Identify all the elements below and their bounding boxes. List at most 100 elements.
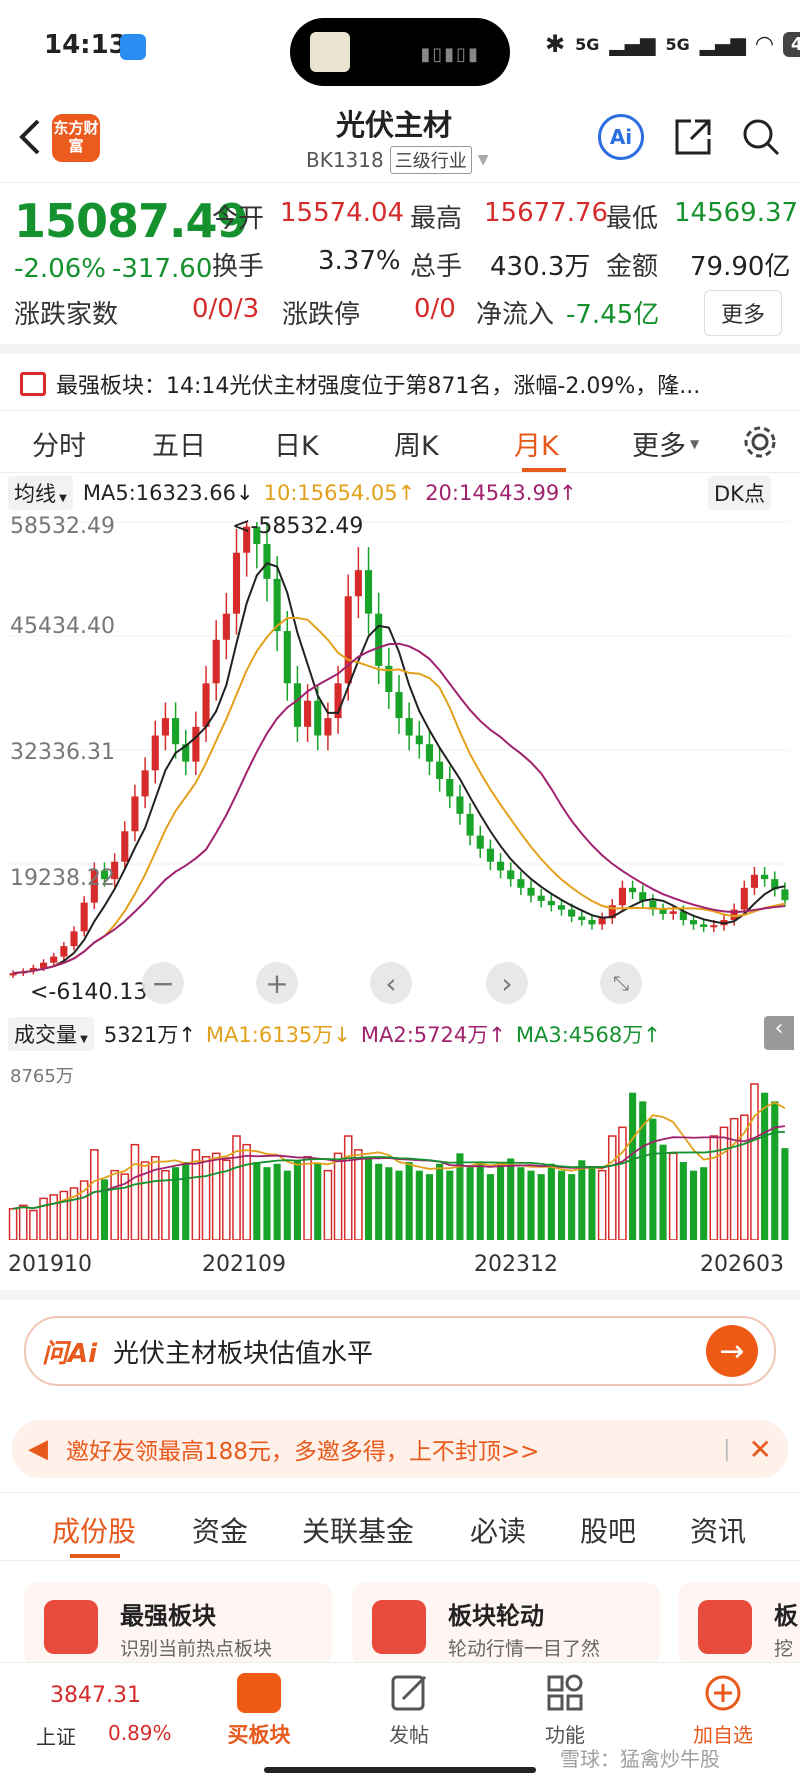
location-icon bbox=[120, 34, 146, 60]
card-sector-rotation[interactable]: 板块轮动 轮动行情一目了然 bbox=[352, 1582, 660, 1666]
tab-related-funds[interactable]: 关联基金 bbox=[302, 1515, 415, 1548]
volume-bar bbox=[232, 1135, 241, 1240]
invite-banner[interactable]: ◀ 邀好友领最高188元，多邀多得，上不封顶>> | ✕ bbox=[12, 1420, 788, 1478]
volume-bar bbox=[425, 1174, 434, 1240]
candlestick-chart[interactable] bbox=[8, 512, 790, 1008]
edit-icon bbox=[391, 1675, 427, 1711]
volume-bar bbox=[466, 1167, 474, 1240]
tab-forum[interactable]: 股吧 bbox=[580, 1515, 637, 1548]
ai-button[interactable]: Ai bbox=[596, 112, 646, 162]
scroll-right-button[interactable]: › bbox=[486, 962, 528, 1004]
nav-add-watchlist[interactable]: 加自选 bbox=[678, 1673, 768, 1748]
search-button[interactable] bbox=[736, 112, 786, 162]
watermark: 雪球：猛禽炒牛股 bbox=[560, 1747, 720, 1771]
bluetooth-icon: ✱ bbox=[545, 30, 566, 58]
tab-monthly-k[interactable]: 月K bbox=[514, 431, 559, 462]
tab-more-label: 更多 bbox=[632, 431, 686, 462]
tab-daily-k[interactable]: 日K bbox=[274, 431, 319, 462]
nav-functions[interactable]: 功能 bbox=[520, 1673, 610, 1748]
volume-bar bbox=[568, 1174, 576, 1240]
candle bbox=[497, 861, 505, 871]
tab-constituents[interactable]: 成份股 bbox=[52, 1515, 137, 1548]
notice-bar[interactable]: 最强板块：14:14光伏主材强度位于第871名，涨幅-2.09%，隆... bbox=[20, 356, 790, 412]
candle bbox=[639, 892, 647, 901]
turnover-label: 换手 bbox=[212, 252, 265, 282]
volume-bar bbox=[150, 1156, 160, 1240]
inflow-value: -7.45亿 bbox=[566, 300, 660, 330]
volume-bar bbox=[649, 1118, 657, 1240]
volume-bar bbox=[607, 1135, 617, 1240]
index-value: 3847.31 bbox=[50, 1683, 141, 1708]
index-quote[interactable]: 3847.31 上证 0.89% bbox=[36, 1677, 196, 1767]
scroll-left-button[interactable]: ‹ bbox=[370, 962, 412, 1004]
indicator-type-select[interactable]: 均线 ▼ bbox=[8, 476, 73, 510]
candle bbox=[283, 631, 291, 684]
candle bbox=[537, 895, 545, 901]
volume-bar bbox=[486, 1174, 494, 1240]
more-quote-button[interactable]: 更多 bbox=[704, 290, 783, 336]
volume-bar bbox=[18, 1204, 28, 1240]
tab-must-read[interactable]: 必读 bbox=[470, 1515, 527, 1548]
signal-icon: ▂▄▆ bbox=[609, 32, 656, 56]
buy-sector-icon bbox=[237, 1673, 281, 1713]
candle bbox=[141, 770, 149, 797]
dynamic-island: ▮▯▮▯▮ bbox=[290, 18, 510, 86]
close-icon[interactable]: ✕ bbox=[748, 1432, 772, 1466]
tab-news[interactable]: 资讯 bbox=[690, 1515, 747, 1548]
collapse-panel-button[interactable]: ‹ bbox=[764, 1016, 794, 1050]
megaphone-icon: ◀ bbox=[28, 1434, 48, 1464]
candle bbox=[557, 905, 566, 910]
tab-five-day[interactable]: 五日 bbox=[152, 431, 206, 462]
back-button[interactable] bbox=[6, 112, 56, 162]
inflow-label: 净流入 bbox=[476, 300, 555, 330]
layers-icon bbox=[698, 1600, 752, 1654]
sector-meta[interactable]: BK1318 三级行业 ▼ bbox=[306, 146, 489, 174]
nav-post[interactable]: 发帖 bbox=[364, 1673, 454, 1748]
card-strongest-sector[interactable]: 最强板块 识别当前热点板块 bbox=[24, 1582, 332, 1666]
candle bbox=[446, 779, 454, 797]
candle bbox=[395, 692, 403, 719]
zoom-in-button[interactable]: + bbox=[256, 962, 298, 1004]
volume-type-select[interactable]: 成交量 ▼ bbox=[8, 1017, 94, 1051]
candle bbox=[243, 526, 251, 553]
volume-bar bbox=[588, 1167, 596, 1240]
candle bbox=[547, 900, 555, 906]
tab-weekly-k[interactable]: 周K bbox=[394, 431, 439, 462]
card-partial[interactable]: 板 挖 bbox=[678, 1582, 800, 1666]
share-button[interactable] bbox=[668, 112, 718, 162]
volume-bar bbox=[182, 1162, 190, 1240]
ask-ai-box[interactable]: 问Ai 光伏主材板块估值水平 → bbox=[24, 1316, 776, 1386]
grid-icon bbox=[547, 1674, 583, 1711]
y-tick-1: 58532.49 bbox=[10, 514, 115, 539]
candle bbox=[466, 813, 474, 836]
candle bbox=[598, 918, 606, 925]
max-price-marker: <-58532.49 bbox=[232, 514, 364, 539]
dk-label: DK点 bbox=[714, 482, 765, 506]
tab-more[interactable]: 更多 ▼ bbox=[632, 424, 699, 463]
candle bbox=[415, 735, 423, 745]
candle bbox=[700, 924, 708, 927]
volume-bar bbox=[79, 1180, 89, 1240]
top-nav: 东方财富 光伏主材 BK1318 三级行业 ▼ Ai bbox=[0, 100, 800, 180]
candle bbox=[232, 552, 241, 614]
volume-bar bbox=[436, 1163, 444, 1240]
arrow-right-icon[interactable]: → bbox=[706, 1325, 758, 1377]
tab-funds[interactable]: 资金 bbox=[192, 1515, 249, 1548]
amount-value: 79.90亿 bbox=[690, 252, 791, 282]
nav-buy-sector[interactable]: 买板块 bbox=[214, 1673, 304, 1749]
dk-point-button[interactable]: DK点 bbox=[708, 476, 771, 510]
candle bbox=[405, 718, 413, 736]
nav-label: 买板块 bbox=[227, 1723, 291, 1747]
tab-intraday[interactable]: 分时 bbox=[32, 431, 86, 462]
volume-bar bbox=[719, 1126, 729, 1240]
volume-bar bbox=[90, 1149, 99, 1240]
minus-icon: − bbox=[151, 966, 175, 1000]
volume-bar bbox=[29, 1209, 38, 1240]
zoom-out-button[interactable]: − bbox=[142, 962, 184, 1004]
volume-chart[interactable] bbox=[8, 1054, 790, 1240]
candle bbox=[9, 973, 17, 976]
ma5-line bbox=[12, 562, 786, 975]
volume-bar bbox=[201, 1156, 211, 1240]
fullscreen-button[interactable]: ⤡ bbox=[600, 962, 642, 1004]
chart-settings-button[interactable] bbox=[742, 424, 778, 464]
